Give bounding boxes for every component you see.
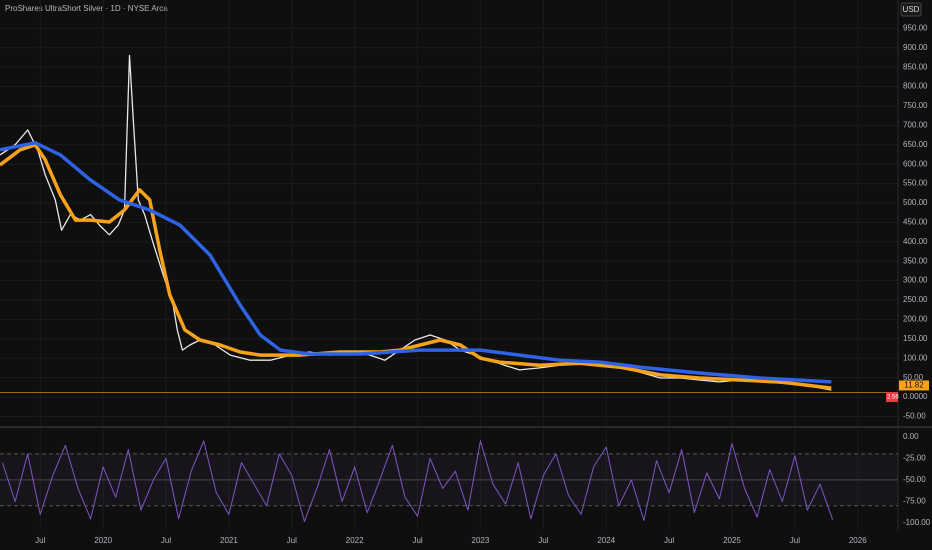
y-tick-label: -75.00 [903,497,926,506]
y-tick-label: 750.00 [903,101,928,110]
y-tick-label: 950.00 [903,23,928,32]
y-tick-label: -100.00 [903,518,931,527]
x-tick-label: 2020 [94,536,112,545]
x-tick-label: 2025 [723,536,741,545]
y-tick-label: -50.00 [903,412,926,421]
y-tick-label: 800.00 [903,82,928,91]
x-tick-label: Jul [412,536,422,545]
series-line [2,440,834,522]
series-line [0,141,832,384]
y-tick-label: 500.00 [903,198,928,207]
y-tick-label: 150.00 [903,334,928,343]
x-tick-label: Jul [790,536,800,545]
indicator-box [886,392,898,403]
y-tick-label: 100.00 [903,353,928,362]
last-price-box [899,380,929,391]
currency[interactable]: USD [903,5,920,14]
x-tick-label: 2026 [849,536,867,545]
y-tick-label: 300.00 [903,276,928,285]
y-tick-label: 250.00 [903,295,928,304]
last-price-label: 11.82 [904,381,924,390]
x-tick-label: Jul [664,536,674,545]
y-tick-label: 600.00 [903,159,928,168]
x-tick-label: Jul [538,536,548,545]
series-line [0,143,832,390]
indicator-label: 2.56 [887,395,899,401]
y-tick-label: -25.00 [903,453,926,462]
x-tick-label: 2023 [472,536,490,545]
currency-button[interactable] [900,2,922,17]
y-tick-label: 50.00 [903,373,924,382]
y-tick-label: 400.00 [903,237,928,246]
x-tick-label: 2024 [597,536,615,545]
y-tick-label: 700.00 [903,120,928,129]
y-tick-label: 350.00 [903,256,928,265]
y-tick-label: 0.0000 [903,392,928,401]
y-tick-label: 550.00 [903,179,928,188]
y-tick-label: -50.00 [903,475,926,484]
y-tick-label: 900.00 [903,43,928,52]
x-tick-label: Jul [35,536,45,545]
y-tick-label: 850.00 [903,62,928,71]
y-tick-label: 450.00 [903,218,928,227]
y-tick-label: 200.00 [903,315,928,324]
chart-title: ProShares UltraShort Silver · 1D · NYSE … [5,4,168,13]
x-tick-label: Jul [161,536,171,545]
x-tick-label: Jul [287,536,297,545]
y-tick-label: 650.00 [903,140,928,149]
y-tick-label: 0.00 [903,432,919,441]
x-tick-label: 2021 [220,536,238,545]
x-tick-label: 2022 [346,536,364,545]
